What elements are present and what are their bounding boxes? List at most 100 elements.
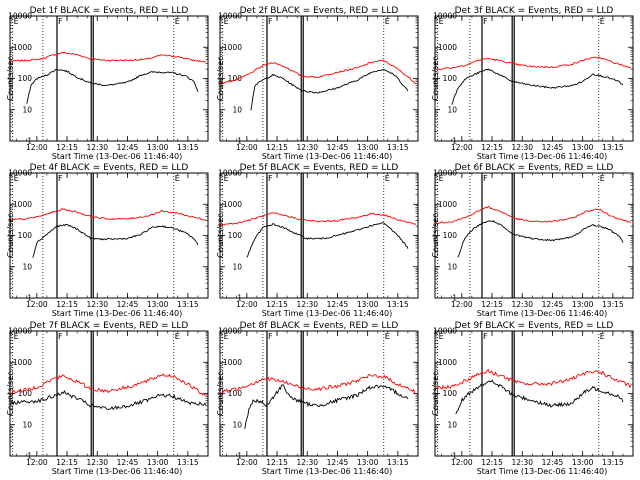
- y-tick-label: 10000: [433, 12, 457, 21]
- eclipse-marker-label: E: [175, 332, 180, 341]
- y-axis-label: Counts/sec: [6, 56, 15, 100]
- x-tick-label: 12:30: [511, 143, 533, 152]
- x-tick-label: 12:30: [86, 300, 108, 309]
- x-axis-label: Start Time (13-Dec-06 11:46:40): [52, 152, 183, 161]
- panel-title: Det 2f BLACK = Events, RED = LLD: [240, 6, 399, 16]
- x-tick-label: 13:15: [387, 300, 409, 309]
- events-series-line: [246, 222, 409, 258]
- flare-marker-label: F: [58, 17, 63, 26]
- flare-marker-label: F: [58, 174, 63, 183]
- panel-title: Det 8f BLACK = Events, RED = LLD: [240, 321, 399, 331]
- y-tick-label: 100: [18, 389, 33, 398]
- events-series-line: [250, 69, 409, 111]
- x-tick-label: 12:30: [511, 300, 533, 309]
- eclipse-marker-label: E: [14, 17, 19, 26]
- x-tick-label: 12:15: [56, 143, 78, 152]
- y-tick-label: 10: [232, 262, 242, 271]
- flare-marker-label: F: [268, 17, 273, 26]
- eclipse-marker-label: E: [385, 17, 390, 26]
- x-tick-label: 12:15: [481, 143, 503, 152]
- x-tick-label: 12:30: [296, 300, 318, 309]
- eclipse-marker-label: E: [14, 332, 19, 341]
- x-tick-label: 12:30: [296, 458, 318, 467]
- x-tick-label: 12:15: [266, 458, 288, 467]
- x-tick-label: 13:00: [357, 300, 379, 309]
- flare-marker-label: F: [58, 332, 63, 341]
- y-tick-label: 1: [27, 137, 32, 146]
- plot-frame: [9, 172, 209, 299]
- x-tick-label: 13:15: [177, 143, 199, 152]
- y-axis-label: Counts/sec: [431, 371, 440, 415]
- eclipse-marker-label: E: [224, 332, 229, 341]
- y-tick-label: 1: [237, 452, 242, 461]
- x-tick-label: 12:00: [26, 300, 48, 309]
- events-series-line: [26, 68, 199, 104]
- plot-frame: [434, 172, 634, 299]
- x-axis-label: Start Time (13-Dec-06 11:46:40): [477, 309, 608, 318]
- panel-2: Det 2f BLACK = Events, RED = LLD 1 10 100 10…: [216, 6, 419, 161]
- x-tick-label: 13:15: [602, 458, 624, 467]
- panel-title: Det 5f BLACK = Events, RED = LLD: [240, 163, 399, 173]
- x-tick-label: 12:45: [327, 458, 349, 467]
- panel-8: Det 8f BLACK = Events, RED = LLD 1 10 100 10…: [216, 321, 419, 476]
- x-tick-label: 12:00: [236, 458, 258, 467]
- x-tick-label: 12:30: [296, 143, 318, 152]
- panel-6: Det 6f BLACK = Events, RED = LLD 1 10 100 10…: [431, 163, 634, 318]
- x-tick-label: 13:15: [387, 143, 409, 152]
- panel-5: Det 5f BLACK = Events, RED = LLD 1 10 100 10…: [216, 163, 419, 318]
- eclipse-marker-label: E: [600, 332, 605, 341]
- y-tick-label: 100: [443, 389, 458, 398]
- events-series-line: [457, 220, 624, 258]
- y-tick-label: 10: [22, 262, 32, 271]
- lld-series-line: [435, 205, 632, 224]
- events-series-line: [455, 379, 624, 415]
- y-axis-label: Counts/sec: [6, 213, 15, 257]
- y-tick-label: 100: [228, 231, 243, 240]
- y-tick-label: 10: [447, 105, 457, 114]
- y-tick-label: 10000: [218, 12, 242, 21]
- panel-3: Det 3f BLACK = Events, RED = LLD 1 10 100 10…: [431, 6, 634, 161]
- y-tick-label: 1: [237, 294, 242, 303]
- eclipse-marker-label: E: [175, 17, 180, 26]
- x-tick-label: 13:00: [572, 300, 594, 309]
- lld-series-line: [10, 208, 207, 221]
- plot-frame: [434, 15, 634, 142]
- panel-1: Det 1f BLACK = Events, RED = LLD 1 10 100 10…: [6, 6, 209, 161]
- x-axis-label: Start Time (13-Dec-06 11:46:40): [477, 152, 608, 161]
- events-series-line: [10, 390, 207, 411]
- y-tick-label: 10000: [8, 169, 32, 178]
- x-tick-label: 12:00: [236, 300, 258, 309]
- plot-frame: [9, 330, 209, 457]
- x-tick-label: 12:00: [451, 143, 473, 152]
- x-tick-label: 12:15: [266, 300, 288, 309]
- panel-7: Det 7f BLACK = Events, RED = LLD 1 10 100 10…: [6, 321, 209, 476]
- x-tick-label: 13:15: [177, 458, 199, 467]
- y-tick-label: 10: [22, 105, 32, 114]
- y-tick-label: 1: [237, 137, 242, 146]
- y-tick-label: 10: [232, 420, 242, 429]
- y-tick-label: 1000: [223, 43, 242, 52]
- x-axis-label: Start Time (13-Dec-06 11:46:40): [262, 309, 393, 318]
- y-tick-label: 1000: [13, 358, 32, 367]
- y-tick-label: 10000: [433, 327, 457, 336]
- y-tick-label: 100: [18, 231, 33, 240]
- x-tick-label: 12:00: [26, 458, 48, 467]
- x-tick-label: 12:45: [542, 143, 564, 152]
- y-axis-label: Counts/sec: [216, 213, 225, 257]
- y-tick-label: 100: [228, 74, 243, 83]
- panel-title: Det 6f BLACK = Events, RED = LLD: [455, 163, 614, 173]
- y-tick-label: 1000: [13, 43, 32, 52]
- flare-marker-label: F: [483, 17, 488, 26]
- y-tick-label: 1000: [438, 358, 457, 367]
- x-tick-label: 13:00: [357, 143, 379, 152]
- panel-title: Det 9f BLACK = Events, RED = LLD: [455, 321, 614, 331]
- x-tick-label: 12:15: [481, 458, 503, 467]
- panel-title: Det 3f BLACK = Events, RED = LLD: [455, 6, 614, 16]
- eclipse-marker-label: E: [600, 174, 605, 183]
- x-tick-label: 12:45: [327, 300, 349, 309]
- flare-marker-label: F: [268, 174, 273, 183]
- x-axis-label: Start Time (13-Dec-06 11:46:40): [262, 467, 393, 476]
- x-tick-label: 12:00: [451, 458, 473, 467]
- eclipse-marker-label: E: [439, 174, 444, 183]
